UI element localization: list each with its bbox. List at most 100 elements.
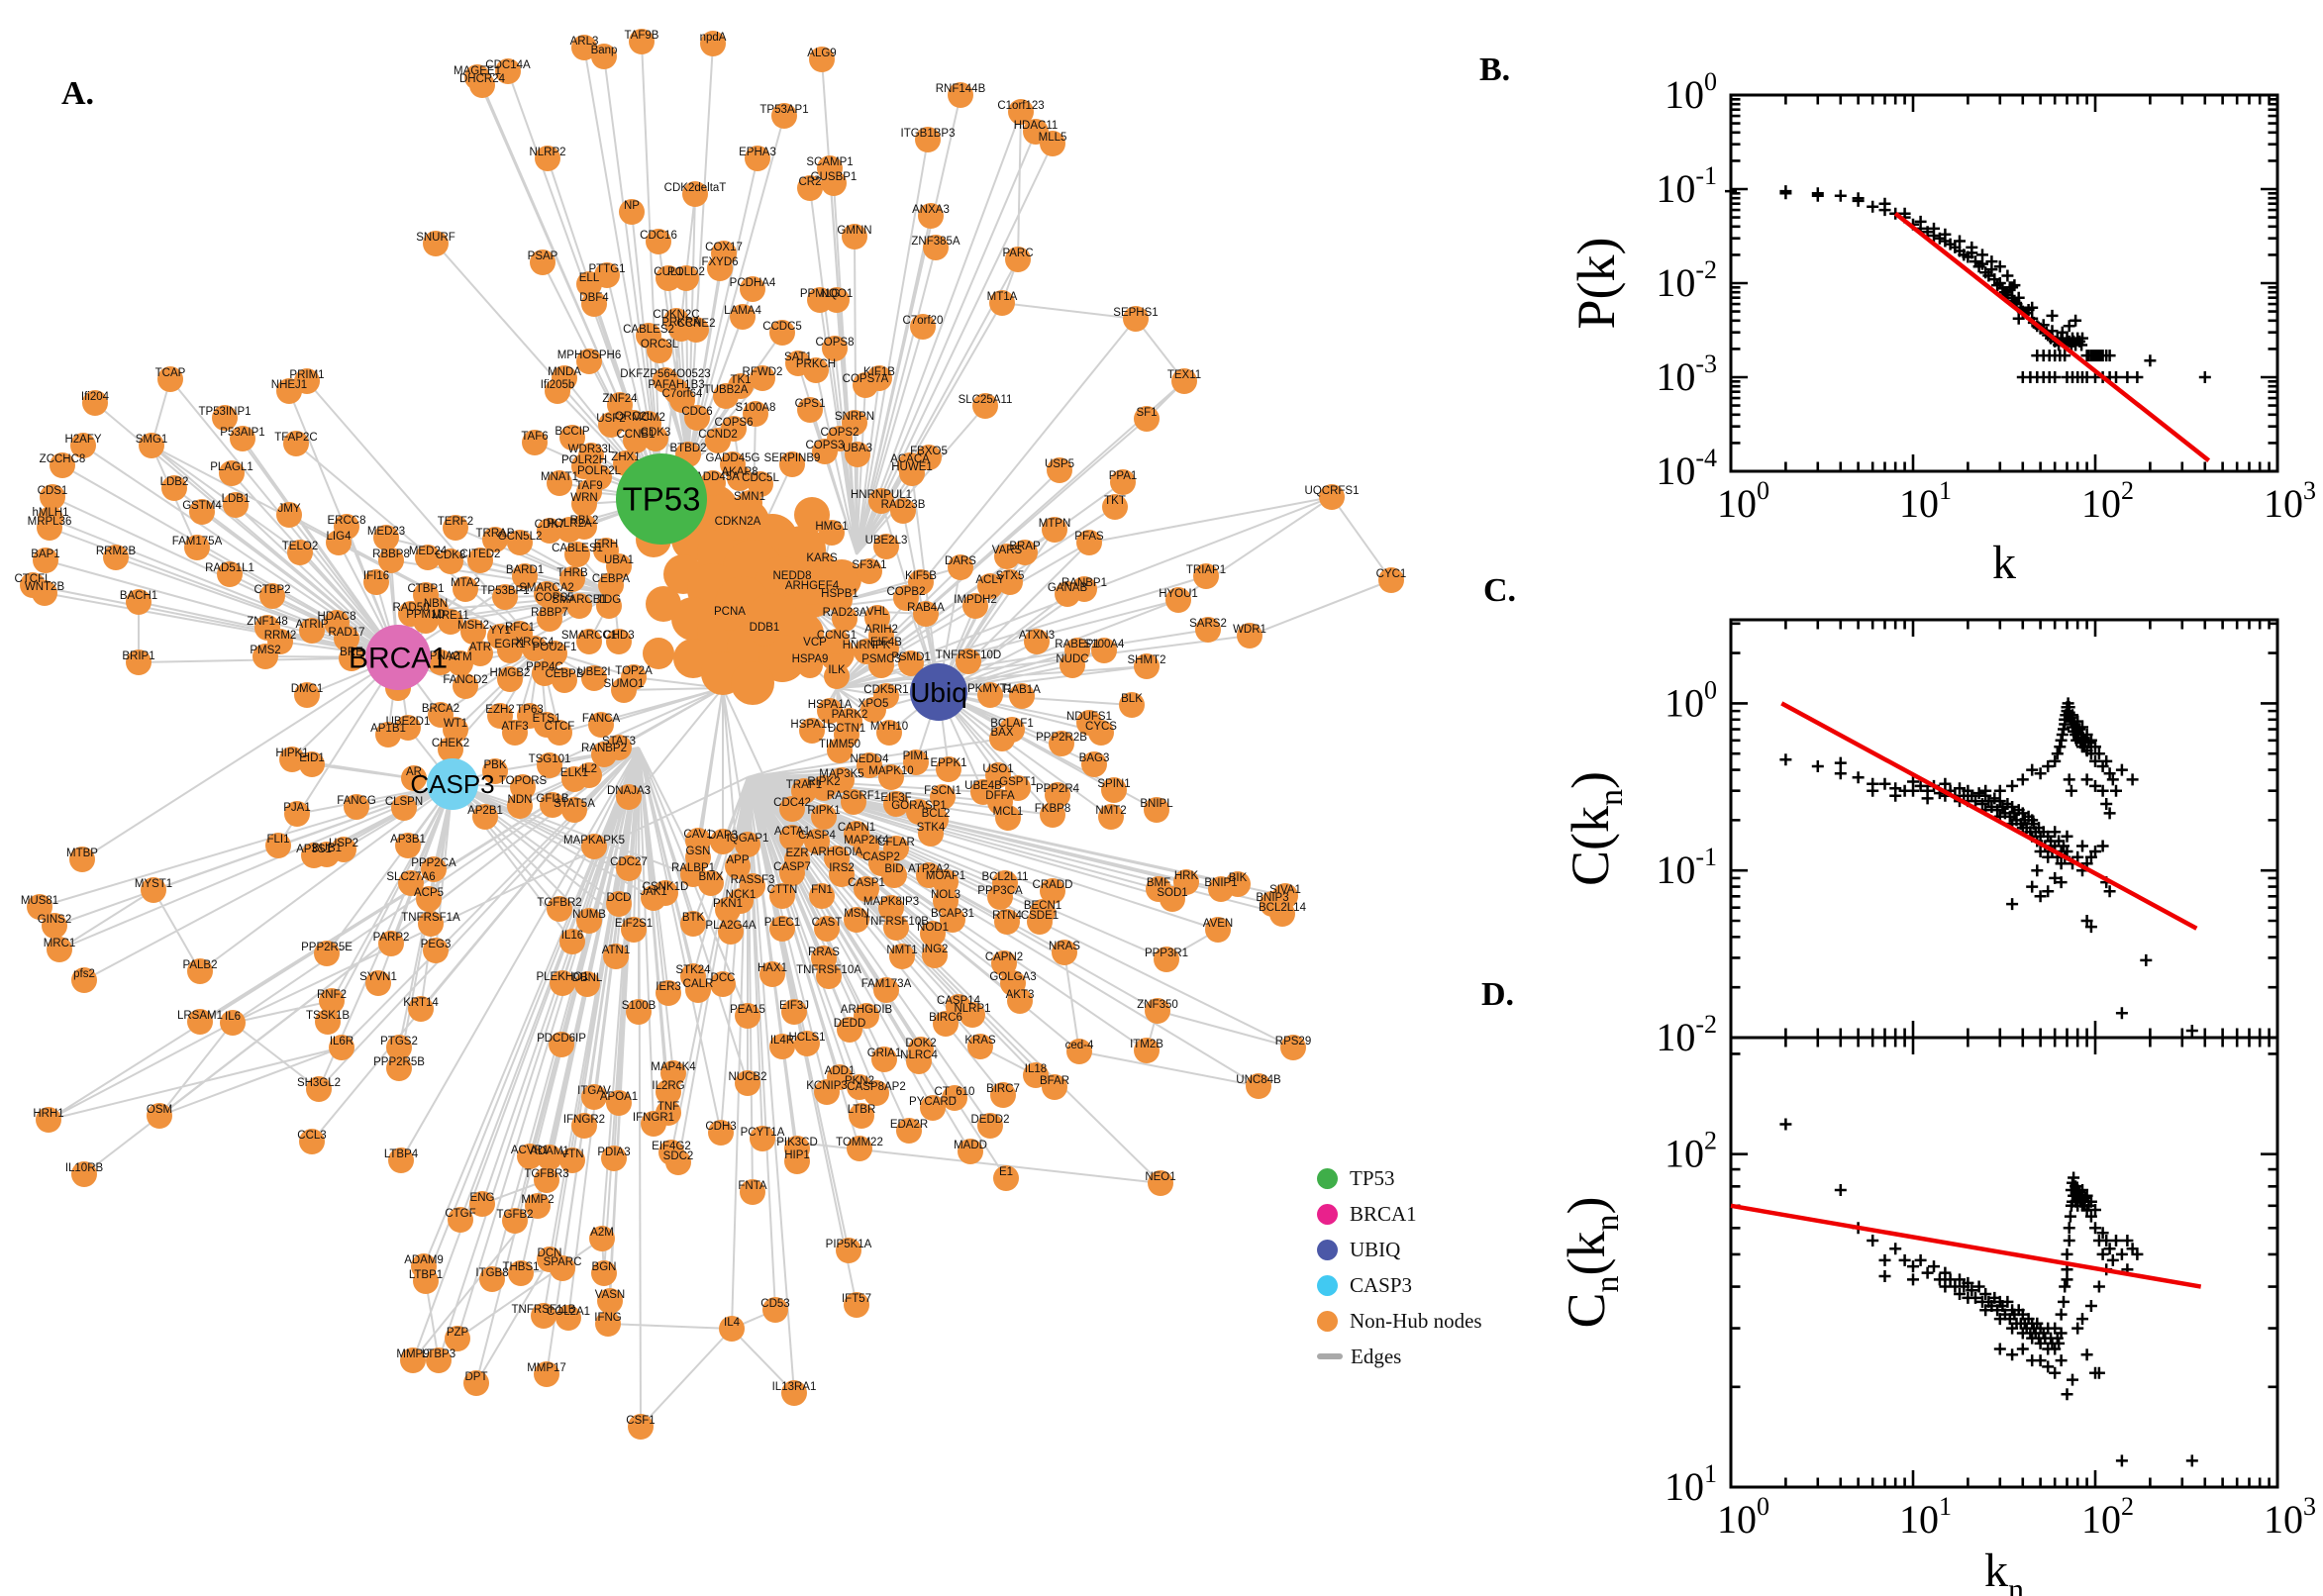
- network-node[interactable]: [378, 931, 404, 956]
- network-node[interactable]: [977, 1113, 1003, 1139]
- network-node[interactable]: [161, 475, 187, 501]
- network-node[interactable]: [646, 229, 671, 254]
- network-node[interactable]: [682, 181, 708, 207]
- network-node[interactable]: [1208, 876, 1234, 902]
- network-node[interactable]: [598, 572, 624, 598]
- network-node[interactable]: [502, 720, 528, 746]
- network-node[interactable]: [626, 999, 652, 1025]
- network-node[interactable]: [896, 1118, 922, 1144]
- network-node[interactable]: [552, 667, 577, 693]
- network-node[interactable]: [977, 573, 1003, 599]
- network-node[interactable]: [857, 558, 882, 584]
- network-node[interactable]: [550, 970, 575, 996]
- network-node[interactable]: [564, 542, 590, 567]
- network-node[interactable]: [762, 1297, 788, 1323]
- network-node[interactable]: [283, 431, 309, 456]
- network-node[interactable]: [824, 629, 850, 654]
- network-node[interactable]: [781, 1380, 807, 1406]
- network-node[interactable]: [1076, 530, 1102, 555]
- network-node[interactable]: [556, 1305, 581, 1331]
- network-node[interactable]: [1110, 469, 1136, 495]
- network-node[interactable]: [684, 405, 710, 431]
- network-node[interactable]: [334, 626, 359, 651]
- network-node[interactable]: [534, 1167, 559, 1193]
- network-node[interactable]: [1195, 617, 1221, 643]
- network-node[interactable]: [863, 1080, 889, 1106]
- network-node[interactable]: [276, 502, 302, 528]
- network-node[interactable]: [33, 548, 58, 573]
- hub-node-casp3[interactable]: [427, 758, 478, 810]
- network-node[interactable]: [408, 996, 434, 1022]
- network-node[interactable]: [365, 970, 391, 996]
- network-node[interactable]: [827, 738, 853, 763]
- network-node[interactable]: [883, 915, 909, 941]
- network-node[interactable]: [890, 498, 916, 524]
- network-node[interactable]: [492, 584, 518, 610]
- network-node[interactable]: [920, 1095, 946, 1121]
- network-node[interactable]: [779, 569, 805, 595]
- network-node[interactable]: [1052, 940, 1077, 965]
- network-node[interactable]: [997, 569, 1023, 595]
- network-node[interactable]: [876, 720, 902, 746]
- network-node[interactable]: [512, 563, 538, 589]
- network-node[interactable]: [416, 886, 442, 912]
- network-node[interactable]: [811, 804, 837, 830]
- network-node[interactable]: [386, 1055, 412, 1081]
- network-node[interactable]: [962, 593, 988, 619]
- network-node[interactable]: [147, 1103, 172, 1129]
- network-node[interactable]: [534, 712, 559, 738]
- network-node[interactable]: [184, 535, 210, 560]
- network-node[interactable]: [315, 1009, 341, 1035]
- network-node[interactable]: [71, 1161, 97, 1187]
- network-node[interactable]: [581, 665, 607, 691]
- network-node[interactable]: [1193, 563, 1219, 589]
- network-node[interactable]: [607, 392, 633, 418]
- network-node[interactable]: [623, 428, 649, 453]
- network-node[interactable]: [842, 224, 867, 249]
- network-node[interactable]: [413, 1268, 439, 1294]
- network-node[interactable]: [443, 717, 468, 743]
- network-node[interactable]: [423, 938, 449, 963]
- network-node[interactable]: [534, 1361, 559, 1387]
- network-node[interactable]: [710, 971, 736, 997]
- network-node[interactable]: [725, 853, 751, 879]
- network-node[interactable]: [576, 349, 602, 374]
- network-node[interactable]: [467, 548, 493, 573]
- network-node[interactable]: [395, 715, 421, 741]
- network-node[interactable]: [595, 1311, 621, 1337]
- network-node[interactable]: [718, 919, 744, 945]
- network-node[interactable]: [550, 1255, 575, 1281]
- network-node[interactable]: [591, 44, 617, 69]
- network-node[interactable]: [769, 320, 795, 346]
- network-node[interactable]: [725, 515, 751, 541]
- network-node[interactable]: [779, 796, 805, 822]
- network-node[interactable]: [844, 907, 869, 933]
- network-node[interactable]: [994, 909, 1020, 935]
- network-node[interactable]: [482, 527, 508, 552]
- network-node[interactable]: [1042, 1074, 1067, 1100]
- network-node[interactable]: [1091, 638, 1117, 663]
- network-node[interactable]: [438, 609, 463, 635]
- network-node[interactable]: [535, 146, 560, 171]
- network-node[interactable]: [1171, 368, 1197, 394]
- network-node[interactable]: [1144, 797, 1169, 823]
- network-node[interactable]: [443, 515, 468, 541]
- network-node[interactable]: [82, 390, 108, 416]
- network-node[interactable]: [1098, 804, 1124, 830]
- network-node[interactable]: [230, 426, 255, 451]
- network-node[interactable]: [860, 697, 886, 723]
- network-node[interactable]: [495, 58, 521, 84]
- network-node[interactable]: [596, 593, 622, 619]
- network-node[interactable]: [841, 789, 866, 815]
- network-node[interactable]: [847, 1136, 872, 1161]
- network-node[interactable]: [314, 842, 340, 867]
- network-node[interactable]: [803, 357, 829, 383]
- network-node[interactable]: [559, 929, 585, 954]
- network-node[interactable]: [977, 682, 1003, 708]
- network-node[interactable]: [656, 980, 681, 1006]
- network-node[interactable]: [683, 317, 709, 343]
- network-node[interactable]: [837, 1017, 862, 1043]
- network-node[interactable]: [1024, 629, 1050, 654]
- network-node[interactable]: [822, 336, 848, 361]
- network-node[interactable]: [287, 540, 313, 565]
